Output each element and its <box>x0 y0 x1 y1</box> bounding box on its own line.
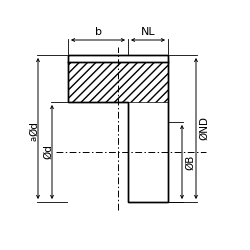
Text: ØND: ØND <box>199 116 209 140</box>
Bar <box>68 102 128 202</box>
Text: ØB: ØB <box>185 154 195 170</box>
Text: Ød: Ød <box>43 144 53 160</box>
Bar <box>128 122 168 202</box>
Text: a: a <box>30 136 38 141</box>
Text: NL: NL <box>141 27 155 37</box>
Text: Ød: Ød <box>29 121 39 136</box>
Bar <box>68 55 168 62</box>
Bar <box>68 62 168 102</box>
Text: b: b <box>94 27 102 37</box>
